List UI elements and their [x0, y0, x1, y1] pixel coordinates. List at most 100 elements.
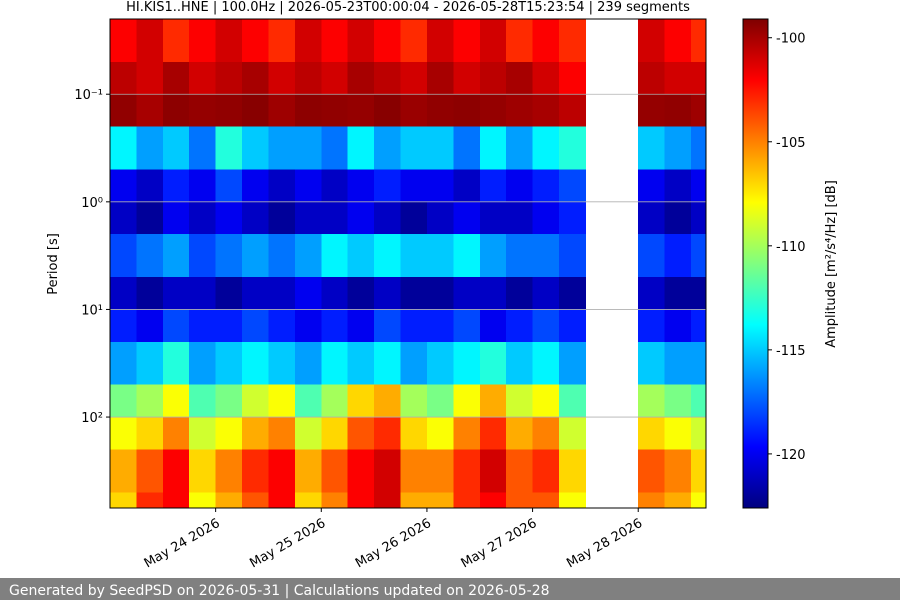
heatmap-cell: [664, 169, 692, 203]
heatmap-cell: [321, 19, 349, 63]
heatmap-cell: [189, 309, 217, 343]
heatmap-cell: [347, 449, 375, 493]
heatmap-cell: [691, 341, 706, 386]
heatmap-cell: [506, 449, 534, 493]
heatmap-cell: [242, 126, 270, 171]
heatmap-cell: [400, 417, 428, 451]
heatmap-cell: [664, 384, 692, 418]
heatmap-cell: [479, 449, 507, 493]
heatmap-cell: [189, 201, 217, 235]
heatmap-cell: [664, 94, 692, 128]
heatmap-cell: [347, 384, 375, 418]
heatmap-cell: [691, 309, 706, 343]
heatmap-cell: [374, 384, 402, 418]
heatmap-cell: [242, 19, 270, 63]
heatmap-cell: [400, 19, 428, 63]
heatmap-cell: [532, 201, 560, 235]
x-tick-label: May 26 2026: [353, 516, 434, 571]
heatmap-cell: [558, 341, 586, 386]
heatmap-cell: [558, 449, 586, 493]
heatmap-cell: [110, 417, 138, 451]
heatmap-cell: [532, 19, 560, 63]
heatmap-cell: [189, 234, 217, 278]
heatmap-cell: [215, 201, 243, 235]
heatmap-cell: [400, 61, 428, 95]
heatmap-cell: [242, 341, 270, 386]
heatmap-cell: [294, 449, 322, 493]
heatmap-cell: [162, 341, 190, 386]
heatmap-cell: [638, 169, 666, 203]
heatmap-cell: [268, 126, 296, 171]
heatmap-cell: [374, 126, 402, 171]
heatmap-cell: [532, 126, 560, 171]
heatmap-cell: [162, 417, 190, 451]
heatmap-cell: [506, 341, 534, 386]
heatmap-cell: [426, 169, 454, 203]
heatmap-cell: [479, 417, 507, 451]
heatmap-cell: [268, 234, 296, 278]
heatmap-cell: [691, 61, 706, 95]
y-tick-label: 10⁻¹: [74, 88, 103, 103]
heatmap-cell: [479, 61, 507, 95]
heatmap-cell: [638, 384, 666, 418]
heatmap-cell: [162, 492, 190, 508]
heatmap-cell: [294, 94, 322, 128]
heatmap-cell: [453, 169, 481, 203]
heatmap-cell: [558, 169, 586, 203]
heatmap-cell: [294, 384, 322, 418]
heatmap-cell: [189, 94, 217, 128]
heatmap-cell: [691, 169, 706, 203]
heatmap-cell: [638, 492, 666, 508]
heatmap-cell: [110, 61, 138, 95]
heatmap-cell: [321, 277, 349, 311]
heatmap-cell: [242, 169, 270, 203]
heatmap-cell: [532, 384, 560, 418]
heatmap-cell: [136, 234, 164, 278]
heatmap-cell: [374, 492, 402, 508]
heatmap-cell: [136, 341, 164, 386]
heatmap-cell: [294, 277, 322, 311]
heatmap-cell: [110, 126, 138, 171]
heatmap-cell: [479, 94, 507, 128]
heatmap-cell: [426, 61, 454, 95]
heatmap-cell: [242, 234, 270, 278]
heatmap-cell: [532, 449, 560, 493]
heatmap-cell: [400, 126, 428, 171]
heatmap-cell: [215, 169, 243, 203]
heatmap-cell: [506, 384, 534, 418]
heatmap-cell: [374, 94, 402, 128]
heatmap-cell: [532, 169, 560, 203]
heatmap-cell: [453, 94, 481, 128]
heatmap-cell: [426, 309, 454, 343]
heatmap-cell: [558, 19, 586, 63]
heatmap-cell: [638, 234, 666, 278]
heatmap-cell: [453, 417, 481, 451]
heatmap-cell: [162, 309, 190, 343]
heatmap-cell: [110, 384, 138, 418]
heatmap-cell: [321, 126, 349, 171]
heatmap-cell: [347, 234, 375, 278]
heatmap-cell: [110, 277, 138, 311]
heatmap-cell: [664, 61, 692, 95]
heatmap-cell: [638, 341, 666, 386]
heatmap-cell: [558, 234, 586, 278]
heatmap-cell: [453, 341, 481, 386]
heatmap-cell: [664, 277, 692, 311]
heatmap-cell: [215, 384, 243, 418]
heatmap-cell: [638, 309, 666, 343]
heatmap-cell: [426, 19, 454, 63]
heatmap-cell: [162, 61, 190, 95]
heatmap-cell: [638, 61, 666, 95]
heatmap-cell: [532, 234, 560, 278]
heatmap-cell: [374, 341, 402, 386]
x-tick-label: May 28 2026: [564, 516, 645, 571]
heatmap-cell: [426, 341, 454, 386]
heatmap-cell: [242, 61, 270, 95]
heatmap-cell: [400, 449, 428, 493]
heatmap-cell: [110, 201, 138, 235]
heatmap-cell: [136, 19, 164, 63]
heatmap-cell: [664, 417, 692, 451]
heatmap-cell: [479, 19, 507, 63]
heatmap-cell: [638, 126, 666, 171]
